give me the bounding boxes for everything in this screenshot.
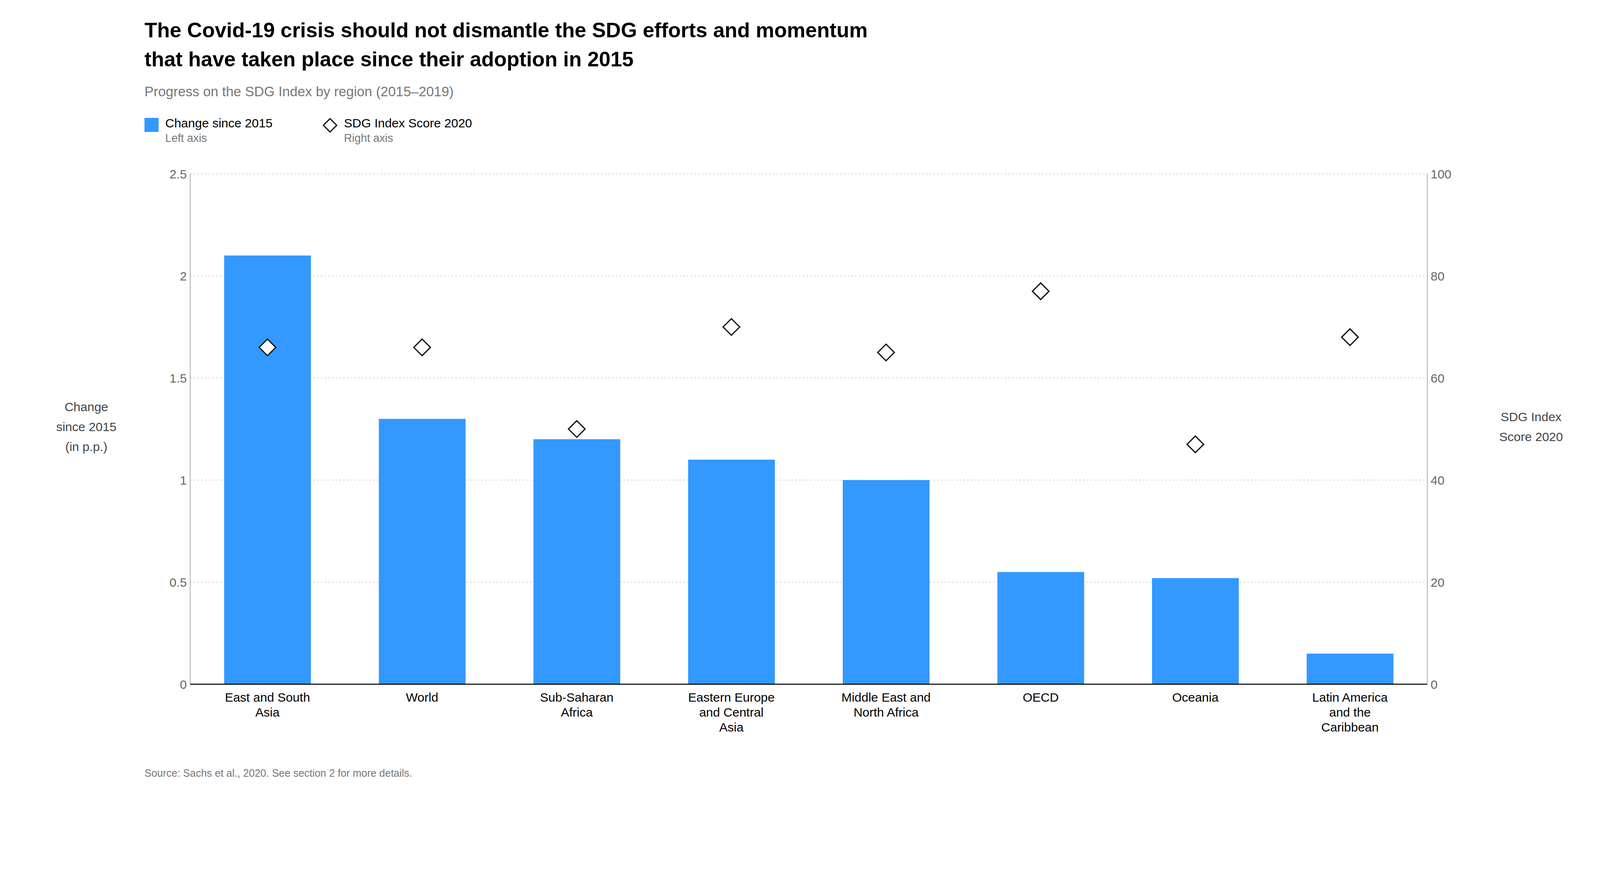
html-text:Left axis: Left axis: [165, 132, 207, 145]
html-text:Change since 2015: Change since 2015: [165, 116, 273, 130]
html-text:Right axis: Right axis: [343, 132, 394, 145]
svg-text:2.5: 2.5: [169, 167, 187, 182]
svg-text:1.5: 1.5: [169, 371, 187, 386]
svg-text:100: 100: [1430, 167, 1452, 182]
svg-text:Sub-SaharanAfrica: Sub-SaharanAfrica: [540, 690, 614, 720]
html-text:that have taken place since th: that have taken place since their adopti…: [144, 47, 634, 71]
svg-text:60: 60: [1430, 371, 1445, 386]
svg-text:0: 0: [179, 677, 187, 692]
svg-text:20: 20: [1430, 575, 1445, 590]
svg-text:OECD: OECD: [1022, 690, 1059, 705]
svg-text:Eastern Europeand CentralAsia: Eastern Europeand CentralAsia: [688, 690, 775, 735]
html-text:SDG Index Score 2020: SDG Index Score 2020: [343, 116, 473, 130]
svg-text:40: 40: [1430, 473, 1445, 488]
svg-text:World: World: [406, 690, 439, 705]
svg-text:Middle East andNorth Africa: Middle East andNorth Africa: [841, 690, 931, 720]
svg-text:1: 1: [179, 473, 187, 488]
svg-text:Latin Americaand theCaribbean: Latin Americaand theCaribbean: [1312, 690, 1388, 735]
svg-text:0: 0: [1430, 677, 1438, 692]
html-text:SDG Index Score 2020: SDG Index Score 2020: [1499, 410, 1563, 444]
html-text:Progress on the SDG Index by r: Progress on the SDG Index by region (201…: [144, 83, 454, 100]
html-text:Source: Sachs et al., 2020. Se: Source: Sachs et al., 2020. See section …: [144, 767, 413, 780]
svg-text:2: 2: [179, 269, 187, 284]
html-text:The Covid-19 crisis should not: The Covid-19 crisis should not dismantle…: [144, 18, 868, 42]
svg-text:0.5: 0.5: [169, 575, 187, 590]
svg-text:Oceania: Oceania: [1171, 690, 1219, 705]
svg-text:East and SouthAsia: East and SouthAsia: [225, 690, 311, 720]
svg-text:80: 80: [1430, 269, 1445, 284]
html-text:Change since 2015 (in p.p.): Change since 2015 (in p.p.): [56, 400, 117, 454]
